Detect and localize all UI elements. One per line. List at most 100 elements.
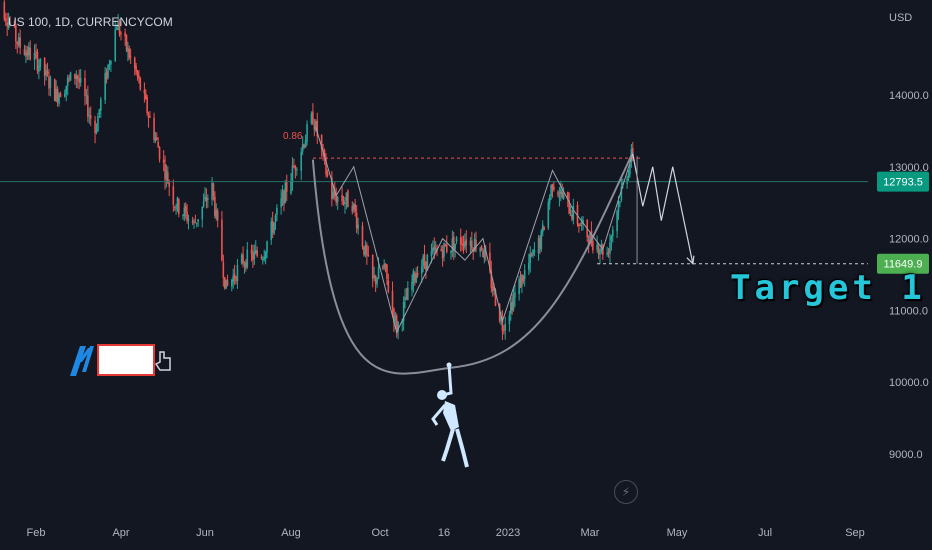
- candle-body: [230, 279, 233, 287]
- candle: [84, 70, 86, 106]
- candles: [3, 0, 634, 341]
- candle: [273, 221, 275, 236]
- candle-body: [537, 238, 540, 253]
- lightning-button[interactable]: ⚡: [614, 480, 638, 504]
- candle-body: [445, 244, 448, 253]
- candle: [316, 112, 319, 145]
- price-axis[interactable]: 14000.0 13000.0 12000.0 11000.0 10000.0 9000.…: [889, 90, 929, 461]
- candle: [383, 259, 385, 271]
- candle: [156, 132, 158, 141]
- candle: [519, 271, 522, 288]
- time-tick-label: Jun: [196, 527, 214, 539]
- candle: [509, 297, 512, 321]
- candle-body: [283, 190, 285, 205]
- candle-body: [281, 192, 284, 199]
- candle: [167, 166, 169, 184]
- time-axis[interactable]: Feb Apr Jun Aug Oct 16 2023 Mar May Jul Sep: [27, 527, 865, 539]
- candle-body: [323, 150, 326, 158]
- candle-body: [147, 115, 150, 118]
- candle-body: [377, 266, 380, 280]
- candle-body: [386, 264, 388, 280]
- candle-body: [15, 25, 17, 42]
- candle-body: [124, 32, 126, 37]
- candle-body: [443, 243, 445, 257]
- candle-body: [284, 182, 287, 203]
- candle-body: [143, 89, 146, 94]
- candle: [201, 206, 204, 228]
- candle: [364, 240, 367, 258]
- candle-body: [561, 191, 564, 197]
- candle-body: [7, 22, 10, 28]
- candle: [548, 194, 551, 210]
- candle-body: [276, 207, 278, 215]
- candle: [445, 235, 448, 254]
- candle: [312, 103, 314, 126]
- candle: [374, 274, 377, 293]
- candle-body: [616, 211, 618, 232]
- candle: [411, 274, 413, 297]
- candle: [528, 253, 530, 276]
- candle-body: [105, 71, 108, 80]
- candle: [158, 146, 161, 163]
- climber-head: [437, 390, 447, 400]
- candle: [68, 74, 70, 83]
- candle: [557, 190, 559, 198]
- candle: [144, 89, 147, 100]
- candle-body: [274, 215, 277, 223]
- candle-body: [168, 182, 170, 187]
- candle-body: [465, 239, 468, 246]
- candle-body: [167, 172, 169, 184]
- candle: [522, 274, 525, 284]
- candle: [361, 221, 364, 250]
- candle: [139, 76, 142, 91]
- candle-body: [494, 290, 497, 306]
- candle-body: [270, 221, 273, 240]
- candle: [430, 243, 433, 264]
- time-tick-label: Mar: [581, 527, 600, 539]
- candle: [53, 78, 56, 102]
- candle: [558, 186, 561, 207]
- candle-body: [432, 248, 434, 252]
- candle-body: [162, 159, 165, 163]
- candle-body: [78, 78, 81, 83]
- candle: [294, 164, 297, 179]
- candle-body: [138, 75, 140, 79]
- candle: [301, 136, 304, 155]
- candle-body: [98, 109, 101, 115]
- candle: [266, 240, 268, 259]
- candle: [626, 175, 628, 189]
- candle: [110, 60, 112, 72]
- candle: [35, 43, 37, 59]
- candle: [56, 86, 59, 107]
- candle-body: [252, 252, 254, 261]
- candle-body: [519, 278, 522, 288]
- candle: [186, 204, 188, 224]
- candle: [104, 67, 106, 105]
- candle-body: [48, 76, 50, 89]
- symbol-title[interactable]: US 100, 1D, CURRENCYCOM: [8, 15, 173, 29]
- candle: [146, 94, 148, 116]
- candle-body: [232, 275, 234, 282]
- candle-body: [483, 249, 486, 259]
- candle: [539, 235, 541, 255]
- candle-body: [342, 200, 345, 205]
- candle: [423, 244, 426, 270]
- candle-body: [610, 236, 613, 241]
- candle-body: [547, 202, 550, 228]
- candle: [176, 196, 179, 213]
- candle: [195, 222, 198, 228]
- candle-body: [173, 206, 176, 208]
- candle-body: [454, 243, 456, 249]
- price-tick-label: 10000.0: [889, 377, 929, 389]
- candle: [125, 34, 128, 53]
- candle-body: [355, 212, 358, 229]
- candle: [165, 164, 168, 188]
- candle-body: [33, 52, 36, 61]
- candle: [326, 169, 329, 178]
- candle-body: [482, 251, 484, 257]
- candle: [88, 107, 91, 124]
- candle-body: [415, 274, 417, 283]
- candle: [413, 271, 416, 286]
- candle-body: [529, 253, 532, 263]
